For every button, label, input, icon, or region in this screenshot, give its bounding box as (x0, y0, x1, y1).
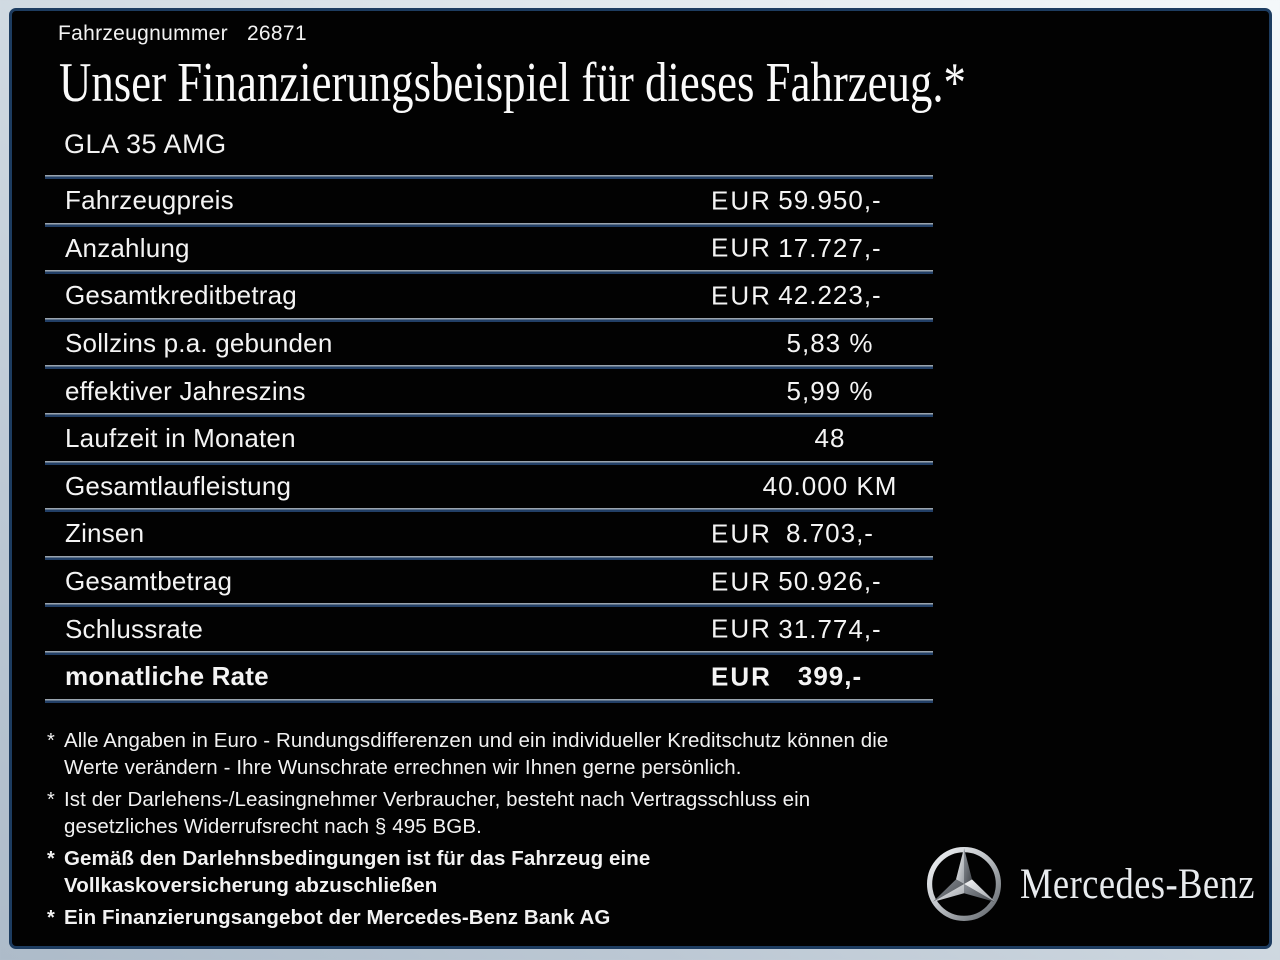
row-amount: 5,99 % (786, 375, 874, 406)
separator (45, 365, 933, 370)
table-row: Zinsen EUR 8.703,- (45, 512, 933, 556)
footnote-marker: * (47, 730, 55, 752)
table-row-monthly-rate: monatliche Rate EUR 399,- (45, 655, 933, 699)
slide-frame: Fahrzeugnummer 26871 Unser Finanzierungs… (9, 8, 1272, 949)
separator (45, 698, 933, 703)
footnote-text: Ein Finanzierungsangebot der Mercedes-Be… (64, 905, 947, 932)
separator (45, 317, 933, 322)
footnote-line: Alle Angaben in Euro - Rundungsdifferenz… (64, 729, 889, 752)
footnote-marker: * (47, 789, 55, 811)
row-amount: 48 (814, 423, 846, 454)
row-value: EUR 59.950,- (685, 185, 975, 216)
table-row: effektiver Jahreszins 5,99 % (45, 369, 933, 413)
footnote-text: Alle Angaben in Euro - Rundungsdifferenz… (64, 728, 947, 781)
row-label: effektiver Jahreszins (65, 375, 306, 406)
vehicle-number-label: Fahrzeugnummer (58, 22, 228, 45)
separator (45, 603, 933, 608)
row-amount: 31.774,- (778, 613, 882, 644)
table-row: Laufzeit in Monaten 48 (45, 417, 933, 461)
currency-label: EUR (711, 518, 772, 549)
table-row: Anzahlung EUR 17.727,- (45, 227, 933, 271)
mercedes-star-icon (927, 847, 1001, 921)
table-row: Gesamtbetrag EUR 50.926,- (45, 560, 933, 604)
row-amount: 8.703,- (786, 518, 874, 549)
row-label: Zinsen (65, 518, 145, 549)
row-value: 5,99 % (685, 376, 975, 407)
footnote-text: Gemäß den Darlehnsbedingungen ist für da… (64, 846, 947, 899)
financing-table: Fahrzeugpreis EUR 59.950,- Anzahlung EUR 1… (45, 175, 933, 703)
row-label: Sollzins p.a. gebunden (65, 328, 333, 359)
page-title: Unser Finanzierungsbeispiel für dieses F… (59, 52, 966, 114)
row-value: EUR 17.727,- (685, 233, 975, 264)
row-label: Gesamtlaufleistung (65, 470, 292, 501)
separator (45, 222, 933, 227)
table-row: Fahrzeugpreis EUR 59.950,- (45, 179, 933, 223)
table-row: Schlussrate EUR 31.774,- (45, 607, 933, 651)
footnote-text: Ist der Darlehens-/Leasingnehmer Verbrau… (64, 787, 947, 840)
table-row: Sollzins p.a. gebunden 5,83 % (45, 322, 933, 366)
footnote: * Ist der Darlehens-/Leasingnehmer Verbr… (47, 787, 947, 840)
footnotes-block: * Alle Angaben in Euro - Rundungsdiffere… (47, 728, 947, 938)
footnote-marker: * (47, 848, 55, 870)
footnote: * Alle Angaben in Euro - Rundungsdiffere… (47, 728, 947, 781)
footnote-line: Ist der Darlehens-/Leasingnehmer Verbrau… (64, 788, 811, 811)
row-label: Anzahlung (65, 232, 190, 263)
footnote-line: Gemäß den Darlehnsbedingungen ist für da… (64, 847, 651, 870)
table-row: Gesamtkreditbetrag EUR 42.223,- (45, 274, 933, 318)
row-amount: 59.950,- (778, 185, 882, 216)
separator (45, 270, 933, 275)
separator (45, 412, 933, 417)
row-label: Gesamtkreditbetrag (65, 280, 297, 311)
row-amount: 50.926,- (778, 566, 882, 597)
currency-label: EUR (711, 566, 772, 597)
row-label: Schlussrate (65, 613, 204, 644)
row-amount: 40.000 KM (762, 470, 898, 501)
model-name: GLA 35 AMG (64, 129, 227, 159)
table-row: Gesamtlaufleistung 40.000 KM (45, 465, 933, 509)
footnote-line: Vollkaskoversicherung abzuschließen (64, 873, 438, 897)
footnote: * Gemäß den Darlehnsbedingungen ist für … (47, 846, 947, 899)
row-amount: 17.727,- (778, 232, 882, 263)
currency-label: EUR (711, 661, 772, 692)
footnote-line: Werte verändern - Ihre Wunschrate errech… (64, 755, 742, 779)
row-value: 40.000 KM (685, 471, 975, 502)
row-amount: 399,- (797, 661, 863, 692)
row-label: Fahrzeugpreis (65, 185, 234, 216)
separator (45, 460, 933, 465)
row-amount: 5,83 % (786, 328, 874, 359)
row-value: 48 (685, 423, 975, 454)
row-value: EUR 42.223,- (685, 280, 975, 311)
separator (45, 555, 933, 560)
currency-label: EUR (711, 613, 772, 644)
row-value: 5,83 % (685, 328, 975, 359)
row-value: EUR 399,- (685, 661, 975, 692)
row-label: monatliche Rate (65, 661, 269, 692)
row-value: EUR 31.774,- (685, 614, 975, 645)
vehicle-number-value: 26871 (246, 22, 307, 45)
vehicle-number-line: Fahrzeugnummer 26871 (58, 22, 307, 46)
row-label: Laufzeit in Monaten (65, 423, 296, 454)
footnote-marker: * (47, 907, 55, 929)
separator (45, 508, 933, 513)
currency-label: EUR (711, 232, 772, 263)
footnote-line: gesetzliches Widerrufsrecht nach § 495 B… (64, 814, 482, 838)
row-value: EUR 8.703,- (685, 518, 975, 549)
row-amount: 42.223,- (778, 280, 882, 311)
brand-logo: Mercedes-Benz (924, 844, 1280, 924)
separator (45, 650, 933, 655)
currency-label: EUR (711, 185, 772, 216)
footnote-line: Ein Finanzierungsangebot der Mercedes-Be… (64, 906, 611, 929)
separator (45, 175, 933, 179)
row-label: Gesamtbetrag (65, 566, 233, 597)
mercedes-wordmark: Mercedes-Benz (1020, 860, 1255, 908)
row-value: EUR 50.926,- (685, 566, 975, 597)
footnote: * Ein Finanzierungsangebot der Mercedes-… (47, 905, 947, 932)
currency-label: EUR (711, 280, 772, 311)
